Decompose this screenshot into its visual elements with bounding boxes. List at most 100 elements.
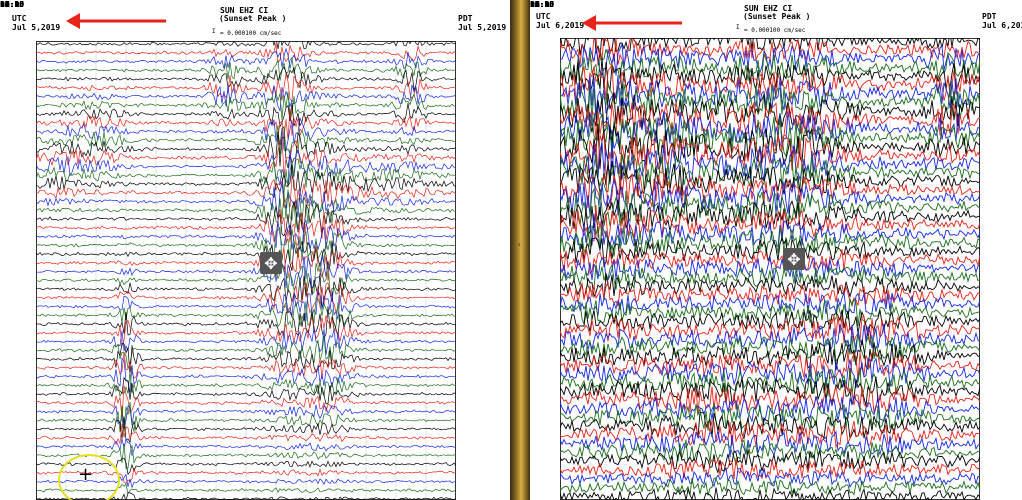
seismic-trace xyxy=(560,57,980,94)
seismic-trace xyxy=(560,75,980,115)
seismic-trace xyxy=(560,224,980,257)
right-tz-label: PDT xyxy=(458,14,473,23)
pdt-tick-label: 12:15 xyxy=(0,0,25,9)
seismic-trace xyxy=(36,273,456,309)
seismic-trace xyxy=(560,93,980,134)
seismic-trace xyxy=(560,403,980,431)
seismogram-plot xyxy=(36,41,456,500)
seismic-trace xyxy=(36,306,456,340)
right-tz-label: PDT xyxy=(982,12,997,21)
seismic-trace xyxy=(560,38,980,67)
utc-tick-label: 20:00 xyxy=(530,0,555,9)
seismic-trace xyxy=(36,219,456,253)
utc-tick-label: 11:00 xyxy=(0,0,25,9)
chart-title: SUN EHZ CI xyxy=(220,6,269,15)
pdt-tick-label: 08:15 xyxy=(530,0,555,9)
scale-label: = 0.000100 cm/sec xyxy=(220,30,282,37)
red-arrow-icon xyxy=(582,15,682,31)
seismic-trace xyxy=(36,255,456,289)
utc-tick-label: 07:00 xyxy=(530,0,555,9)
seismic-trace xyxy=(560,101,980,141)
seismic-trace xyxy=(36,335,456,370)
right-date-label: Jul 6,2019 xyxy=(982,21,1022,30)
seismic-trace xyxy=(560,172,980,211)
seismic-trace xyxy=(36,176,456,210)
seismic-trace xyxy=(36,240,456,272)
seismic-trace xyxy=(36,416,456,444)
utc-tick-label: 13:00 xyxy=(530,0,555,9)
seismic-trace xyxy=(36,289,456,321)
seismic-trace xyxy=(560,367,980,397)
seismic-trace xyxy=(36,262,456,296)
move-arrows-icon[interactable]: ✥ xyxy=(260,252,282,274)
seismic-trace xyxy=(560,315,980,346)
seismic-trace xyxy=(36,226,456,263)
seismic-trace xyxy=(36,56,456,81)
seismic-trace xyxy=(560,83,980,121)
pdt-tick-label: 10:15 xyxy=(530,0,555,9)
seismic-trace xyxy=(560,105,980,149)
seismic-trace xyxy=(560,466,980,488)
pdt-tick-label: 05:15 xyxy=(530,0,555,9)
seismic-trace xyxy=(36,282,456,314)
pdt-tick-label: 02:15 xyxy=(530,0,555,9)
pdt-tick-label: 04:15 xyxy=(0,0,25,9)
seismic-trace xyxy=(560,376,980,406)
left-date-label: Jul 5,2019 xyxy=(12,23,61,32)
seismic-trace xyxy=(36,357,456,393)
pdt-tick-label: 10:15 xyxy=(0,0,25,9)
seismic-trace xyxy=(560,350,980,381)
pdt-tick-label: 05:15 xyxy=(0,0,25,9)
seismic-trace xyxy=(36,136,456,177)
seismic-trace xyxy=(36,47,456,70)
pdt-tick-label: 02:15 xyxy=(0,0,25,9)
scale-label: = 0.000100 cm/sec xyxy=(744,27,806,34)
seismic-trace xyxy=(560,298,980,327)
right-date-label: Jul 5,2019 xyxy=(458,23,507,32)
seismic-trace xyxy=(560,177,980,216)
utc-tick-label: 10:00 xyxy=(0,0,25,9)
utc-tick-label: 18:00 xyxy=(530,0,555,9)
pdt-tick-label: 03:15 xyxy=(530,0,555,9)
utc-tick-label: 19:00 xyxy=(0,0,25,9)
seismic-trace xyxy=(560,309,980,336)
pdt-tick-label: 06:15 xyxy=(0,0,25,9)
pdt-tick-label: 07:15 xyxy=(0,0,25,9)
seismic-trace xyxy=(560,430,980,458)
seismic-trace xyxy=(36,315,456,347)
seismic-trace xyxy=(36,73,456,102)
divider-grip-icon[interactable]: ‹ xyxy=(517,240,522,249)
seismic-trace xyxy=(560,256,980,282)
utc-tick-label: 16:00 xyxy=(530,0,555,9)
seismic-trace xyxy=(560,477,980,496)
seismic-trace xyxy=(560,48,980,86)
seismic-trace xyxy=(560,123,980,169)
seismic-trace xyxy=(560,44,980,76)
seismic-trace xyxy=(560,199,980,236)
seismic-trace xyxy=(36,443,456,469)
seismic-trace xyxy=(36,189,456,229)
pdt-tick-label: 11:15 xyxy=(0,0,25,9)
pdt-tick-label: 09:15 xyxy=(0,0,25,9)
seismic-trace xyxy=(36,327,456,355)
seismic-trace xyxy=(560,281,980,307)
utc-tick-label: 14:00 xyxy=(0,0,25,9)
seismic-trace xyxy=(560,439,980,466)
seismic-trace xyxy=(560,273,980,301)
utc-tick-label: 08:00 xyxy=(0,0,25,9)
seismic-trace xyxy=(560,419,980,449)
pdt-tick-label: 12:15 xyxy=(530,0,555,9)
utc-tick-label: 09:00 xyxy=(0,0,25,9)
seismic-trace xyxy=(560,161,980,200)
seismic-trace xyxy=(560,323,980,354)
utc-tick-label: 07:00 xyxy=(0,0,25,9)
pdt-tick-label: 00:15 xyxy=(0,0,25,9)
seismic-trace xyxy=(36,404,456,431)
seismic-trace xyxy=(36,376,456,405)
utc-tick-label: 19:00 xyxy=(530,0,555,9)
seismic-trace xyxy=(36,438,456,457)
split-divider[interactable]: ‹ xyxy=(510,0,530,500)
move-arrows-icon[interactable]: ✥ xyxy=(783,248,805,270)
utc-tick-label: 14:00 xyxy=(530,0,555,9)
scale-bar-icon: I xyxy=(212,28,216,35)
